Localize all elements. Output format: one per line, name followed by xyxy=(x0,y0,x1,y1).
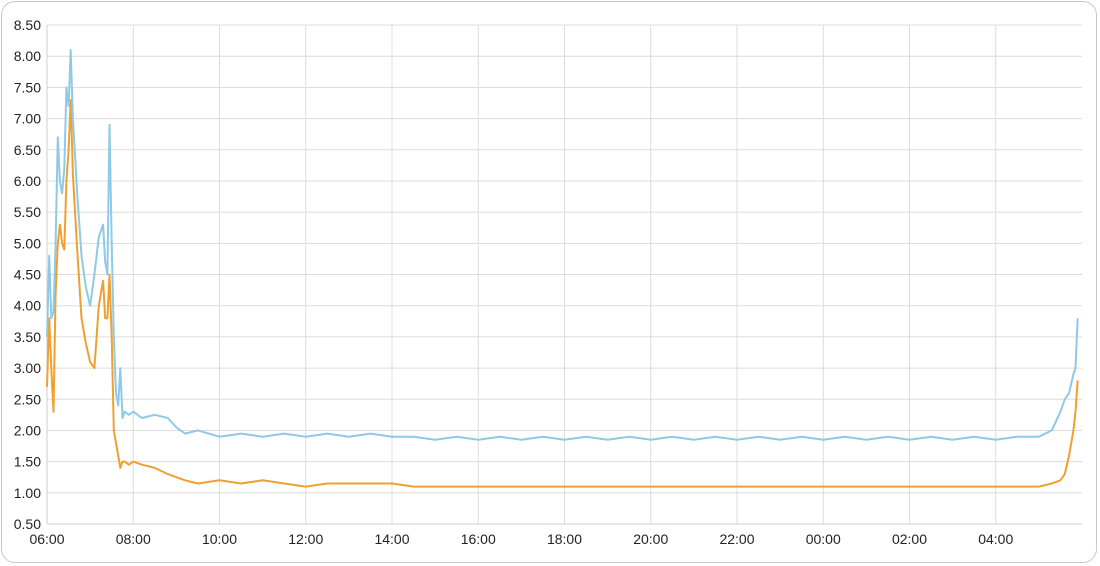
x-tick-label: 08:00 xyxy=(116,531,151,547)
y-tick-label: 4.50 xyxy=(14,267,41,283)
x-tick-label: 18:00 xyxy=(547,531,582,547)
series-line-0 xyxy=(46,49,1079,441)
x-tick-label: 20:00 xyxy=(633,531,668,547)
y-tick-label: 7.50 xyxy=(14,79,41,95)
y-tick-label: 6.00 xyxy=(14,173,41,189)
y-tick-label: 2.50 xyxy=(14,391,41,407)
x-tick-label: 10:00 xyxy=(202,531,237,547)
y-tick-label: 5.50 xyxy=(14,204,41,220)
y-tick-label: 7.00 xyxy=(14,111,41,127)
y-tick-label: 1.00 xyxy=(14,485,41,501)
x-tick-label: 04:00 xyxy=(978,531,1013,547)
x-tick-label: 00:00 xyxy=(806,531,841,547)
x-tick-label: 14:00 xyxy=(374,531,409,547)
x-tick-label: 16:00 xyxy=(461,531,496,547)
y-tick-label: 1.50 xyxy=(14,454,41,470)
x-tick-label: 06:00 xyxy=(29,531,64,547)
x-tick-label: 12:00 xyxy=(288,531,323,547)
y-tick-label: 5.00 xyxy=(14,235,41,251)
y-tick-label: 0.50 xyxy=(14,516,41,532)
y-tick-label: 3.50 xyxy=(14,329,41,345)
series-line-1 xyxy=(46,98,1079,488)
y-tick-label: 6.50 xyxy=(14,142,41,158)
y-tick-label: 4.00 xyxy=(14,298,41,314)
y-tick-label: 2.00 xyxy=(14,422,41,438)
y-tick-label: 8.00 xyxy=(14,48,41,64)
y-tick-label: 8.50 xyxy=(14,17,41,33)
y-tick-label: 3.00 xyxy=(14,360,41,376)
x-tick-label: 02:00 xyxy=(892,531,927,547)
x-tick-label: 22:00 xyxy=(719,531,754,547)
